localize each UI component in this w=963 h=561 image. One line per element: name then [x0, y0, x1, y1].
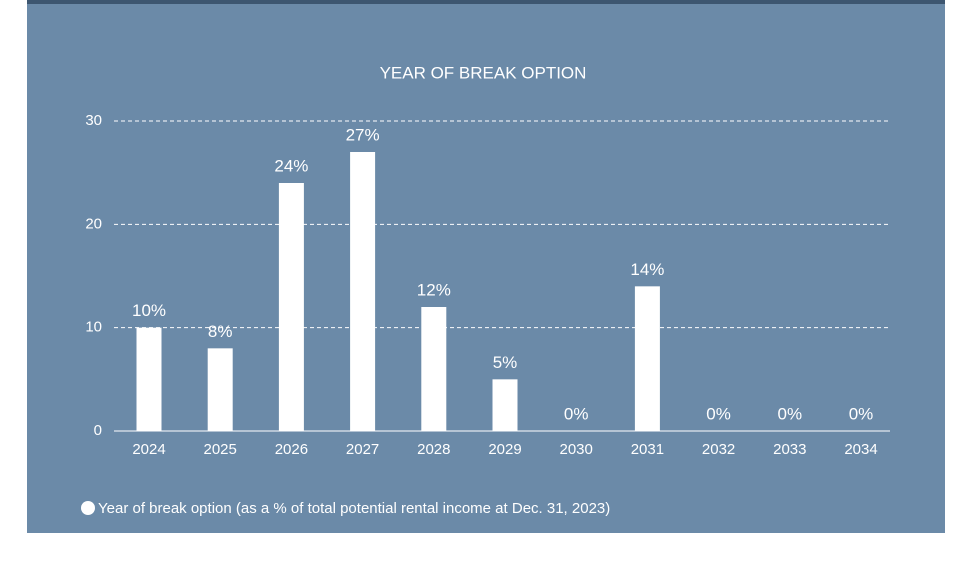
value-label: 0%: [706, 404, 731, 423]
x-tick-label: 2030: [560, 441, 593, 458]
x-tick-label: 2031: [631, 441, 664, 458]
legend-marker: [81, 501, 95, 515]
value-label: 27%: [346, 125, 380, 144]
value-label: 12%: [417, 280, 451, 299]
bar: [350, 152, 376, 431]
top-strip: [27, 0, 945, 4]
x-tick-label: 2032: [702, 441, 735, 458]
value-label: 10%: [132, 301, 166, 320]
value-label: 8%: [208, 322, 233, 341]
panel: [27, 0, 945, 533]
bar: [207, 348, 233, 431]
value-label: 14%: [630, 260, 664, 279]
value-label: 0%: [778, 404, 803, 423]
y-tick-label: 20: [85, 215, 102, 232]
legend-label: Year of break option (as a % of total po…: [98, 500, 610, 517]
bar: [492, 379, 518, 431]
x-tick-label: 2029: [488, 441, 521, 458]
bar: [634, 286, 660, 431]
value-label: 0%: [564, 404, 589, 423]
x-tick-label: 2033: [773, 441, 806, 458]
x-tick-label: 2025: [204, 441, 237, 458]
x-tick-label: 2026: [275, 441, 308, 458]
value-label: 5%: [493, 353, 518, 372]
value-label: 24%: [274, 156, 308, 175]
bar: [136, 327, 162, 431]
value-label: 0%: [849, 404, 874, 423]
x-tick-label: 2028: [417, 441, 450, 458]
x-tick-label: 2034: [844, 441, 877, 458]
y-tick-label: 10: [85, 319, 102, 336]
x-tick-label: 2024: [132, 441, 165, 458]
bar: [278, 183, 304, 431]
chart-title: YEAR OF BREAK OPTION: [380, 63, 587, 82]
x-tick-label: 2027: [346, 441, 379, 458]
bar: [421, 307, 447, 431]
y-tick-label: 30: [85, 112, 102, 129]
y-tick-label: 0: [94, 422, 102, 439]
